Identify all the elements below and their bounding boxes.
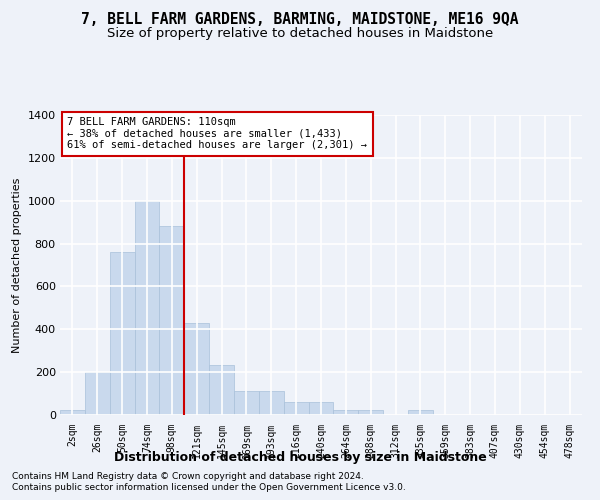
- Bar: [110, 252, 134, 415]
- Text: 7, BELL FARM GARDENS, BARMING, MAIDSTONE, ME16 9QA: 7, BELL FARM GARDENS, BARMING, MAIDSTONE…: [81, 12, 519, 28]
- Text: Size of property relative to detached houses in Maidstone: Size of property relative to detached ho…: [107, 28, 493, 40]
- Bar: [60, 410, 85, 415]
- Bar: [184, 323, 209, 415]
- Bar: [209, 364, 234, 415]
- Text: Distribution of detached houses by size in Maidstone: Distribution of detached houses by size …: [113, 451, 487, 464]
- Bar: [259, 392, 284, 415]
- Y-axis label: Number of detached properties: Number of detached properties: [12, 178, 22, 352]
- Bar: [234, 392, 259, 415]
- Bar: [408, 410, 433, 415]
- Bar: [160, 226, 184, 415]
- Text: Contains HM Land Registry data © Crown copyright and database right 2024.: Contains HM Land Registry data © Crown c…: [12, 472, 364, 481]
- Bar: [308, 402, 334, 415]
- Bar: [334, 410, 358, 415]
- Bar: [358, 410, 383, 415]
- Bar: [134, 200, 160, 415]
- Bar: [284, 402, 308, 415]
- Text: Contains public sector information licensed under the Open Government Licence v3: Contains public sector information licen…: [12, 484, 406, 492]
- Bar: [85, 372, 110, 415]
- Text: 7 BELL FARM GARDENS: 110sqm
← 38% of detached houses are smaller (1,433)
61% of : 7 BELL FARM GARDENS: 110sqm ← 38% of det…: [67, 117, 367, 150]
